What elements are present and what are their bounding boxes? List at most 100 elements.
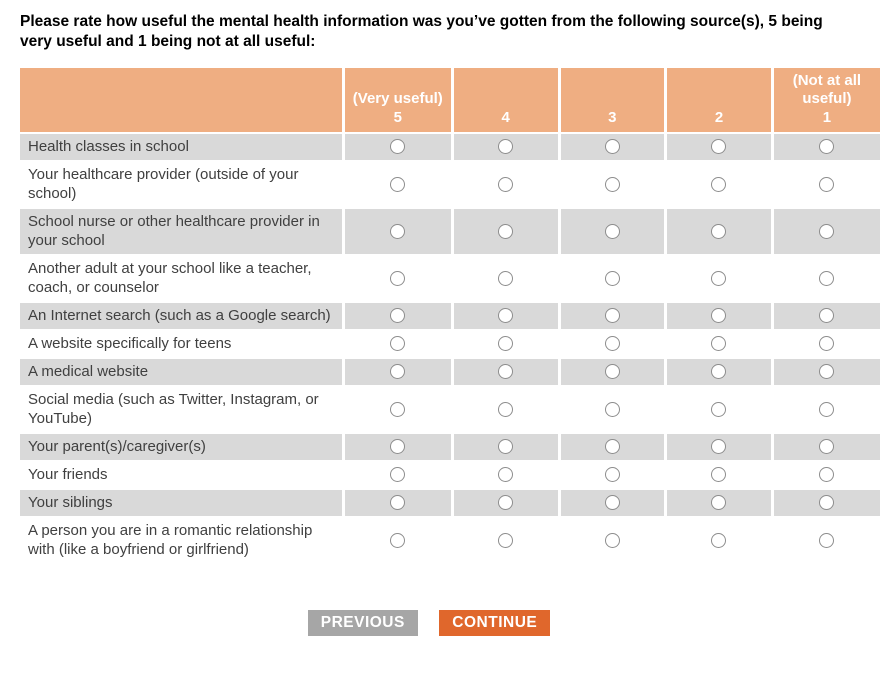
radio-cell [453, 517, 558, 563]
radio-row11-value3[interactable] [604, 495, 620, 511]
radio-row9-value1[interactable] [819, 439, 835, 455]
radio-row4-value5[interactable] [390, 270, 406, 286]
radio-row3-value5[interactable] [390, 223, 406, 239]
radio-row5-value4[interactable] [498, 308, 514, 324]
column-header-4: 4 [453, 67, 558, 132]
radio-row11-value1[interactable] [819, 495, 835, 511]
row-label: Health classes in school [20, 133, 342, 160]
radio-cell [453, 433, 558, 460]
radio-row2-value4[interactable] [498, 176, 514, 192]
radio-row6-value4[interactable] [498, 336, 514, 352]
radio-row11-value2[interactable] [711, 495, 727, 511]
radio-cell [667, 517, 771, 563]
radio-row10-value2[interactable] [711, 467, 727, 483]
row-label: School nurse or other healthcare provide… [20, 208, 342, 254]
radio-row7-value2[interactable] [711, 364, 727, 380]
radio-row7-value3[interactable] [604, 364, 620, 380]
radio-row6-value2[interactable] [711, 336, 727, 352]
radio-row12-value3[interactable] [604, 532, 620, 548]
radio-row5-value5[interactable] [390, 308, 406, 324]
radio-cell [773, 302, 880, 329]
radio-row5-value1[interactable] [819, 308, 835, 324]
radio-row2-value5[interactable] [390, 176, 406, 192]
radio-cell [667, 208, 771, 254]
radio-row8-value1[interactable] [819, 401, 835, 417]
radio-row1-value4[interactable] [498, 139, 514, 155]
radio-row9-value5[interactable] [390, 439, 406, 455]
radio-row10-value5[interactable] [390, 467, 406, 483]
radio-row5-value3[interactable] [604, 308, 620, 324]
radio-row3-value1[interactable] [819, 223, 835, 239]
rating-matrix-table: (Very useful) 5 4 3 2 (Not at all useful) 1 He… [17, 66, 883, 565]
radio-row7-value4[interactable] [498, 364, 514, 380]
column-header-value: 2 [714, 109, 724, 127]
row-label: Social media (such as Twitter, Instagram… [20, 386, 342, 432]
radio-row3-value4[interactable] [498, 223, 514, 239]
radio-cell [453, 358, 558, 385]
radio-cell [773, 208, 880, 254]
column-header-label: (Not at all useful) [792, 71, 862, 108]
row-label: Another adult at your school like a teac… [20, 255, 342, 301]
column-header-2: 2 [667, 67, 771, 132]
radio-row8-value3[interactable] [604, 401, 620, 417]
radio-row12-value4[interactable] [498, 532, 514, 548]
continue-button[interactable]: CONTINUE [439, 610, 551, 637]
question-text: Please rate how useful the mental health… [20, 13, 823, 50]
radio-cell [773, 461, 880, 488]
radio-cell [560, 302, 665, 329]
radio-row2-value2[interactable] [711, 176, 727, 192]
column-header-value: 3 [608, 109, 617, 127]
radio-cell [667, 330, 771, 357]
radio-row8-value5[interactable] [390, 401, 406, 417]
radio-row4-value3[interactable] [604, 270, 620, 286]
radio-row8-value2[interactable] [711, 401, 727, 417]
radio-row1-value1[interactable] [819, 139, 835, 155]
table-row: Your siblings [20, 489, 880, 516]
radio-row12-value1[interactable] [819, 532, 835, 548]
radio-row2-value1[interactable] [819, 176, 835, 192]
radio-row8-value4[interactable] [498, 401, 514, 417]
radio-cell [453, 255, 558, 301]
radio-row4-value1[interactable] [819, 270, 835, 286]
radio-row12-value5[interactable] [390, 532, 406, 548]
radio-row9-value3[interactable] [604, 439, 620, 455]
radio-row6-value1[interactable] [819, 336, 835, 352]
previous-button[interactable]: PREVIOUS [307, 610, 418, 637]
radio-row9-value2[interactable] [711, 439, 727, 455]
radio-row10-value4[interactable] [498, 467, 514, 483]
radio-cell [773, 433, 880, 460]
radio-row1-value3[interactable] [604, 139, 620, 155]
radio-row7-value5[interactable] [390, 364, 406, 380]
radio-row4-value4[interactable] [498, 270, 514, 286]
radio-cell [453, 133, 558, 160]
radio-row11-value5[interactable] [390, 495, 406, 511]
radio-row3-value3[interactable] [604, 223, 620, 239]
radio-row6-value3[interactable] [604, 336, 620, 352]
radio-row1-value5[interactable] [390, 139, 406, 155]
radio-cell [560, 517, 665, 563]
radio-row9-value4[interactable] [498, 439, 514, 455]
radio-cell [453, 330, 558, 357]
table-row: Health classes in school [20, 133, 880, 160]
radio-row1-value2[interactable] [711, 139, 727, 155]
radio-row10-value1[interactable] [819, 467, 835, 483]
radio-row6-value5[interactable] [390, 336, 406, 352]
radio-row4-value2[interactable] [711, 270, 727, 286]
radio-cell [667, 302, 771, 329]
radio-row12-value2[interactable] [711, 532, 727, 548]
radio-row10-value3[interactable] [604, 467, 620, 483]
radio-cell [773, 358, 880, 385]
row-label: A medical website [20, 358, 342, 385]
row-label: Your healthcare provider (outside of you… [20, 161, 342, 207]
radio-row11-value4[interactable] [498, 495, 514, 511]
row-label: Your siblings [20, 489, 342, 516]
corner-cell [20, 67, 342, 132]
radio-row7-value1[interactable] [819, 364, 835, 380]
row-label: An Internet search (such as a Google sea… [20, 302, 342, 329]
radio-cell [667, 489, 771, 516]
table-row: Social media (such as Twitter, Instagram… [20, 386, 880, 432]
radio-row5-value2[interactable] [711, 308, 727, 324]
radio-row2-value3[interactable] [604, 176, 620, 192]
radio-row3-value2[interactable] [711, 223, 727, 239]
row-label: Your parent(s)/caregiver(s) [20, 433, 342, 460]
